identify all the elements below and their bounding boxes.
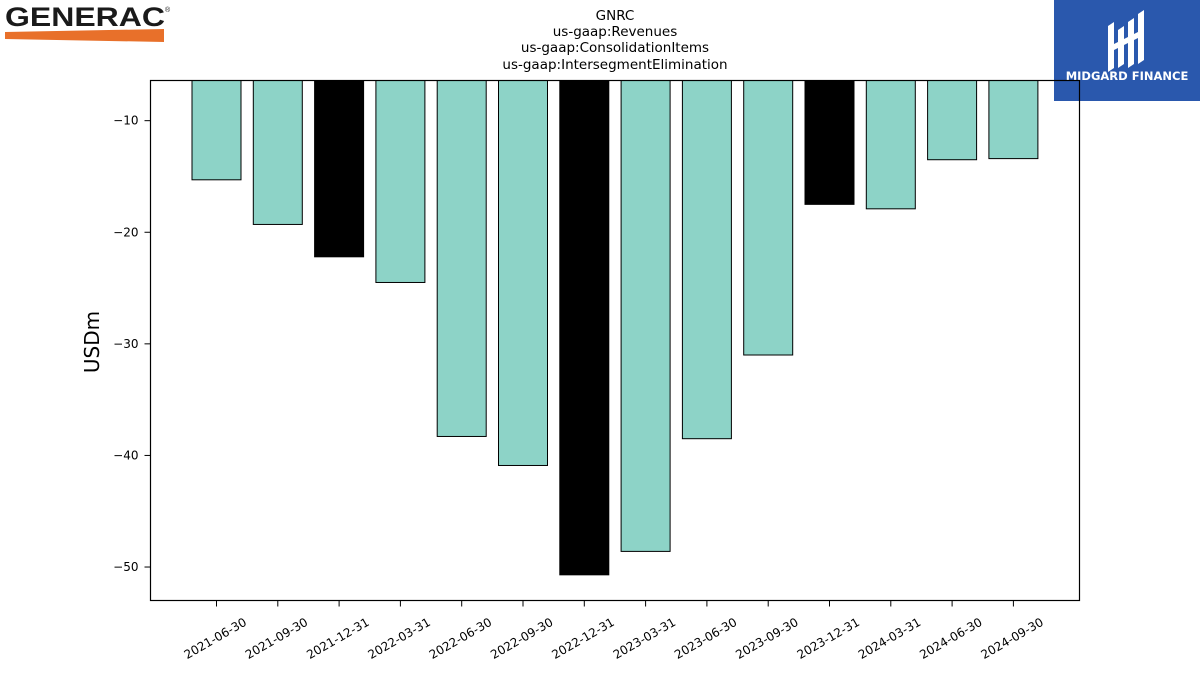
bar bbox=[252, 80, 303, 225]
x-tick-label: 2022-09-30 bbox=[488, 615, 555, 662]
plot-frame bbox=[149, 79, 1081, 602]
generac-logo: GENERAC ® bbox=[4, 2, 174, 44]
bar bbox=[681, 80, 732, 440]
bar bbox=[865, 80, 916, 210]
bar bbox=[988, 80, 1039, 160]
bar bbox=[191, 80, 242, 181]
x-tick-label: 2021-12-31 bbox=[304, 615, 371, 662]
bar bbox=[559, 80, 610, 576]
chart-title: GNRC us-gaap:Revenues us-gaap:Consolidat… bbox=[502, 8, 727, 73]
bar bbox=[620, 80, 671, 552]
generac-logo-text: GENERAC bbox=[5, 2, 165, 32]
x-tick-label: 2021-09-30 bbox=[243, 615, 310, 662]
bar bbox=[375, 80, 426, 283]
x-tick-label: 2022-12-31 bbox=[549, 615, 616, 662]
midgard-finance-logo: MIDGARD FINANCE bbox=[1054, 0, 1200, 101]
y-axis-label: USDm bbox=[80, 311, 104, 373]
x-tick-label: 2023-03-31 bbox=[611, 615, 678, 662]
registered-mark: ® bbox=[165, 6, 171, 14]
bars bbox=[191, 80, 1039, 576]
bar bbox=[498, 80, 548, 466]
title-line: GNRC bbox=[596, 8, 635, 24]
title-line: us-gaap:IntersegmentElimination bbox=[502, 57, 727, 73]
bar bbox=[314, 80, 365, 258]
midgard-finance-text: MIDGARD FINANCE bbox=[1066, 69, 1189, 83]
x-tick-label: 2022-03-31 bbox=[365, 615, 432, 662]
bar bbox=[927, 80, 978, 161]
x-tick-label: 2024-09-30 bbox=[978, 615, 1045, 662]
bar bbox=[743, 80, 794, 356]
y-tick-label: −40 bbox=[113, 448, 138, 462]
y-tick-label: −50 bbox=[113, 560, 138, 574]
bar bbox=[436, 80, 487, 437]
y-axis: −10 −20 −30 −40 −50 bbox=[113, 114, 151, 574]
midgard-emblem-icon bbox=[1108, 10, 1144, 72]
x-tick-label: 2023-09-30 bbox=[733, 615, 800, 662]
title-line: us-gaap:ConsolidationItems bbox=[521, 40, 709, 56]
generac-logo-stripe bbox=[5, 29, 164, 42]
x-tick-label: 2023-06-30 bbox=[672, 615, 739, 662]
x-axis: 2021-06-302021-09-302021-12-312022-03-31… bbox=[182, 600, 1046, 662]
x-tick-label: 2021-06-30 bbox=[182, 615, 249, 662]
bar bbox=[804, 80, 855, 205]
y-tick-label: −30 bbox=[113, 337, 138, 351]
x-tick-label: 2024-06-30 bbox=[917, 615, 984, 662]
y-tick-label: −20 bbox=[113, 225, 138, 239]
y-tick-label: −10 bbox=[113, 114, 138, 128]
x-tick-label: 2024-03-31 bbox=[856, 615, 923, 662]
title-line: us-gaap:Revenues bbox=[553, 24, 678, 40]
x-tick-label: 2023-12-31 bbox=[795, 615, 862, 662]
x-tick-label: 2022-06-30 bbox=[427, 615, 494, 662]
